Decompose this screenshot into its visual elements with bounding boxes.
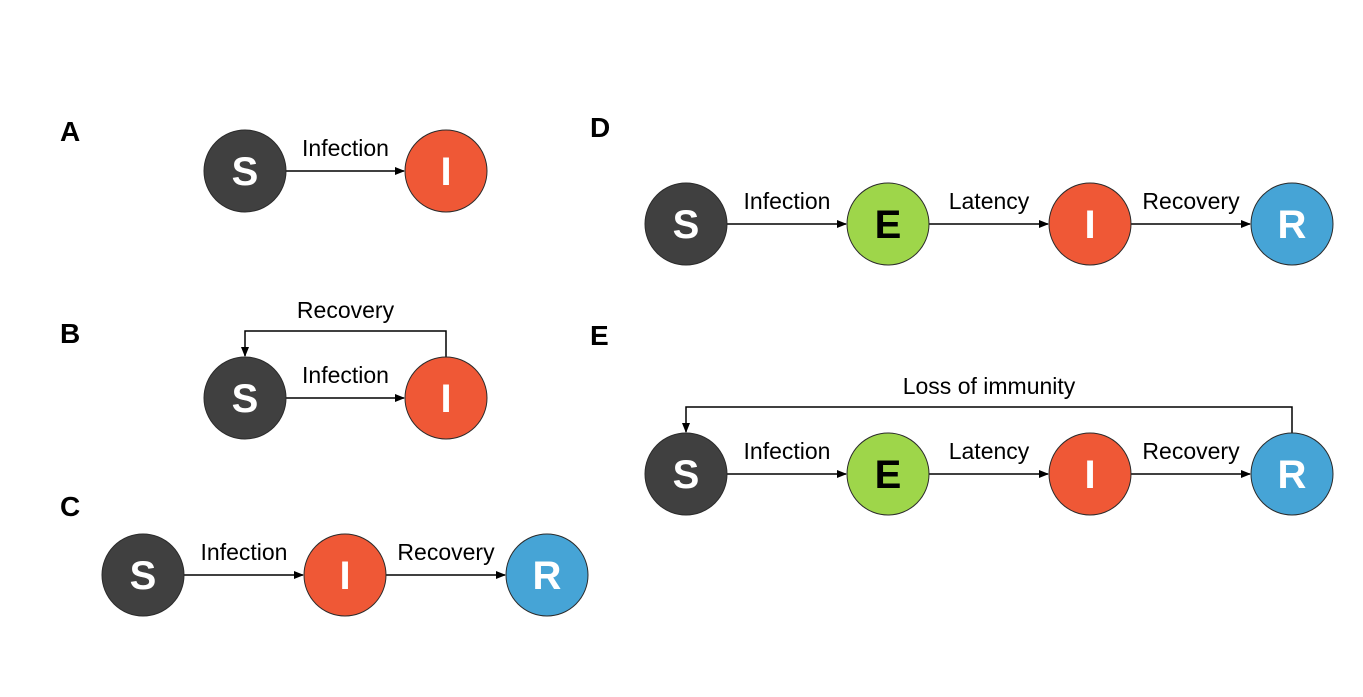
node-circle — [203, 356, 287, 440]
node-circle — [404, 129, 488, 213]
panel-letter: E — [590, 320, 609, 351]
node-label: I — [1084, 453, 1095, 497]
node-s: S — [644, 432, 728, 516]
node-label: E — [875, 203, 902, 247]
node-circle — [203, 129, 287, 213]
node-label: S — [232, 377, 259, 421]
node-label: R — [533, 554, 562, 598]
edge-label: Loss of immunity — [903, 373, 1076, 399]
node-s: S — [101, 533, 185, 617]
panel-letter: C — [60, 491, 80, 522]
edge-i-to-r: Recovery — [1131, 188, 1251, 228]
node-label: S — [130, 554, 157, 598]
node-circle — [404, 356, 488, 440]
node-i: I — [404, 129, 488, 213]
edge-r-to-s: Loss of immunity — [682, 373, 1293, 433]
edge-s-to-i: Infection — [286, 135, 405, 175]
node-label: I — [440, 377, 451, 421]
node-label: R — [1278, 453, 1307, 497]
panel-e: E Infection Latency Recovery Loss of immunit… — [590, 320, 1334, 516]
edge-label: Infection — [302, 362, 389, 388]
node-s: S — [203, 356, 287, 440]
edge-s-to-e: Infection — [727, 438, 847, 478]
node-label: I — [440, 150, 451, 194]
node-label: I — [339, 554, 350, 598]
panel-b: B Infection Recovery S I — [60, 297, 488, 440]
edge-label: Recovery — [1142, 188, 1240, 214]
edge-label: Latency — [949, 188, 1030, 214]
diagram-root: A Infection S I B Infection Recovery S I C Infecti… — [60, 112, 1334, 617]
node-circle — [1250, 432, 1334, 516]
node-circle — [1048, 432, 1132, 516]
edge-label: Infection — [744, 188, 831, 214]
node-circle — [1048, 182, 1132, 266]
panel-letter: A — [60, 116, 80, 147]
node-e: E — [846, 432, 930, 516]
feedback-arrow — [241, 330, 447, 357]
node-label: S — [232, 150, 259, 194]
panel-letter: B — [60, 318, 80, 349]
edge-label: Recovery — [397, 539, 495, 565]
panel-a: A Infection S I — [60, 116, 488, 213]
node-circle — [101, 533, 185, 617]
node-circle — [644, 182, 728, 266]
edge-e-to-i: Latency — [929, 188, 1049, 228]
edge-s-to-i: Infection — [184, 539, 304, 579]
panel-letter: D — [590, 112, 610, 143]
edge-label: Latency — [949, 438, 1030, 464]
edge-i-to-r: Recovery — [1131, 438, 1251, 478]
node-circle — [505, 533, 589, 617]
node-label: R — [1278, 203, 1307, 247]
node-i: I — [303, 533, 387, 617]
node-s: S — [644, 182, 728, 266]
node-i: I — [1048, 432, 1132, 516]
node-r: R — [1250, 432, 1334, 516]
node-circle — [1250, 182, 1334, 266]
edge-label: Infection — [201, 539, 288, 565]
edge-e-to-i: Latency — [929, 438, 1049, 478]
node-label: E — [875, 453, 902, 497]
node-circle — [644, 432, 728, 516]
node-s: S — [203, 129, 287, 213]
node-i: I — [404, 356, 488, 440]
node-label: I — [1084, 203, 1095, 247]
panel-c: C Infection Recovery S I R — [60, 491, 589, 617]
feedback-arrow — [682, 406, 1293, 433]
node-circle — [303, 533, 387, 617]
node-label: S — [673, 203, 700, 247]
edge-i-to-r: Recovery — [386, 539, 506, 579]
node-circle — [846, 182, 930, 266]
edge-s-to-e: Infection — [727, 188, 847, 228]
node-circle — [846, 432, 930, 516]
node-r: R — [1250, 182, 1334, 266]
edge-s-to-i: Infection — [286, 362, 405, 402]
edge-label: Infection — [744, 438, 831, 464]
edge-label: Recovery — [297, 297, 395, 323]
edge-label: Infection — [302, 135, 389, 161]
node-r: R — [505, 533, 589, 617]
node-e: E — [846, 182, 930, 266]
node-i: I — [1048, 182, 1132, 266]
edge-label: Recovery — [1142, 438, 1240, 464]
edge-i-to-s: Recovery — [241, 297, 447, 357]
panel-d: D Infection Latency Recovery S E I R — [590, 112, 1334, 266]
node-label: S — [673, 453, 700, 497]
